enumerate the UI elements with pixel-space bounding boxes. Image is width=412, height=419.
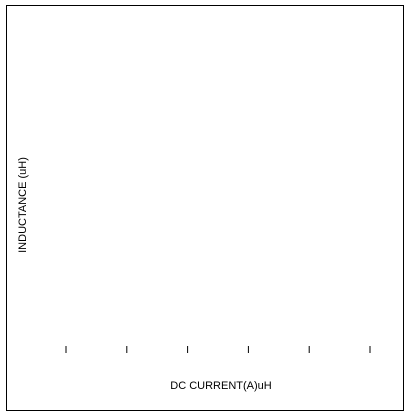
- chart-frame: [6, 5, 404, 411]
- y-axis-label: INDUCTANCE (uH): [17, 157, 29, 253]
- x-axis-ticks: [65, 346, 371, 353]
- x-axis-label: DC CURRENT(A)uH: [170, 380, 272, 392]
